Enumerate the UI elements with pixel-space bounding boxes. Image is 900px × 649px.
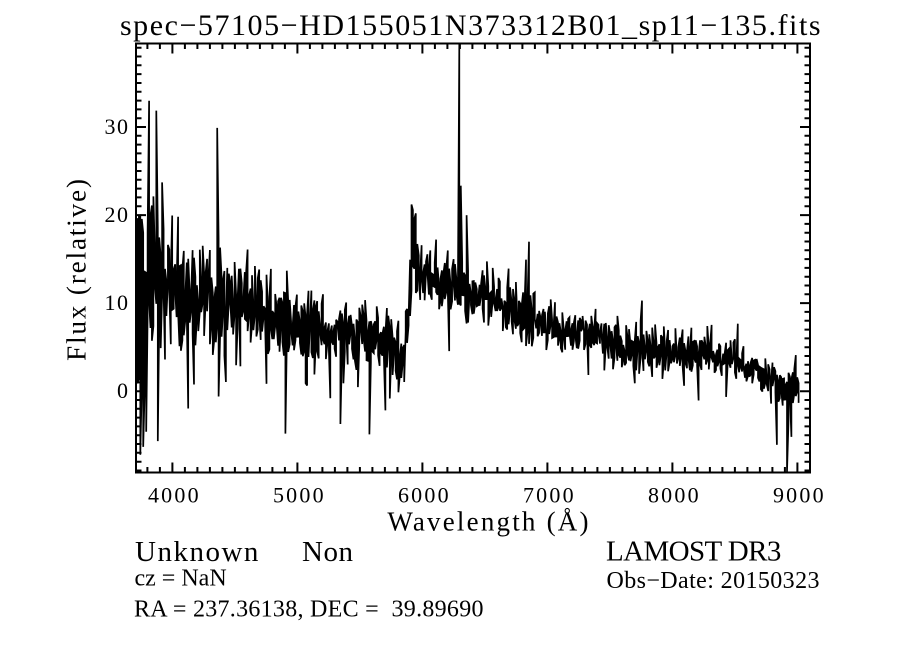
svg-text:0: 0 — [117, 378, 130, 403]
svg-text:8000: 8000 — [648, 483, 701, 508]
svg-text:20: 20 — [105, 202, 130, 227]
svg-text:10: 10 — [105, 290, 130, 315]
svg-text:Flux (relative): Flux (relative) — [62, 177, 92, 361]
svg-text:4000: 4000 — [148, 483, 201, 508]
svg-text:6000: 6000 — [398, 483, 451, 508]
svg-text:5000: 5000 — [273, 483, 326, 508]
svg-text:Wavelength (Å): Wavelength (Å) — [387, 507, 590, 537]
svg-text:Unknown: Unknown — [135, 536, 260, 568]
svg-text:spec−57105−HD155051N373312B01_: spec−57105−HD155051N373312B01_sp11−135.f… — [120, 9, 822, 42]
svg-text:cz = NaN: cz = NaN — [135, 566, 227, 592]
svg-text:Non: Non — [302, 536, 353, 568]
svg-text:7000: 7000 — [523, 483, 576, 508]
svg-text:30: 30 — [105, 114, 130, 139]
svg-text:RA = 237.36138, DEC = 39.8969: RA = 237.36138, DEC = 39.89690 — [134, 597, 484, 623]
svg-text:LAMOST DR3: LAMOST DR3 — [606, 536, 781, 568]
svg-text:9000: 9000 — [773, 483, 826, 508]
svg-text:Obs−Date: 20150323: Obs−Date: 20150323 — [607, 568, 820, 594]
